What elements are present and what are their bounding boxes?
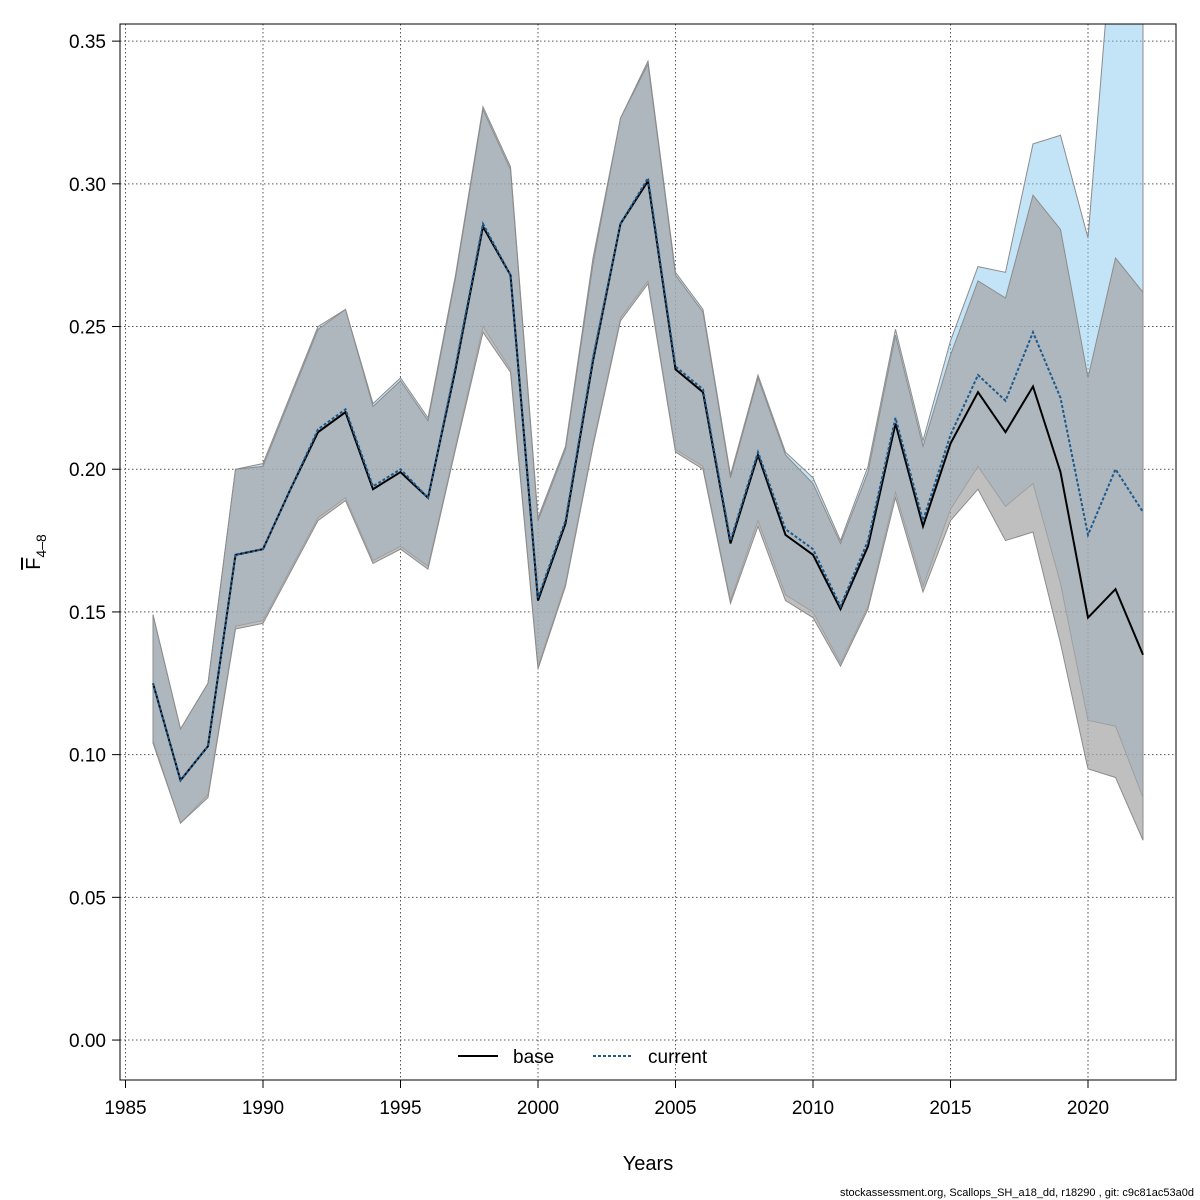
y-axis-title: F4–8: [23, 534, 49, 570]
x-tick-label: 2000: [517, 1098, 559, 1119]
x-axis-title: Years: [623, 1153, 673, 1175]
y-tick-label: 0.00: [69, 1031, 106, 1052]
y-tick-label: 0.30: [69, 175, 106, 196]
svg-text:F4–8: F4–8: [23, 534, 49, 570]
series-lines: [152, 175, 1144, 783]
footer-text: stockassessment.org, Scallops_SH_a18_dd,…: [840, 1187, 1194, 1199]
y-tick-label: 0.25: [69, 318, 106, 339]
x-axis: 1985 1990 1995 2000 2005 2010 2015 2020: [104, 1079, 1109, 1119]
confidence-bands: [152, 24, 1144, 841]
line-current: [152, 175, 1144, 783]
legend-label-base: base: [513, 1047, 554, 1068]
y-tick-label: 0.05: [69, 888, 106, 909]
x-tick-label: 1990: [242, 1098, 284, 1119]
x-tick-label: 2015: [929, 1098, 971, 1119]
y-tick-label: 0.10: [69, 746, 106, 767]
x-tick-label: 2005: [654, 1098, 696, 1119]
y-axis-title-sub: 4–8: [33, 534, 49, 558]
legend-label-current: current: [648, 1047, 708, 1068]
legend: base current: [458, 1047, 708, 1068]
y-axis: 0.00 0.05 0.10 0.15 0.20 0.25 0.30 0.35: [69, 32, 120, 1052]
x-tick-label: 1995: [379, 1098, 421, 1119]
y-axis-title-main: F: [23, 558, 45, 570]
y-tick-label: 0.35: [69, 32, 106, 53]
y-tick-label: 0.20: [69, 460, 106, 481]
x-tick-label: 2020: [1067, 1098, 1109, 1119]
x-tick-label: 2010: [792, 1098, 834, 1119]
y-tick-label: 0.15: [69, 603, 106, 624]
x-tick-label: 1985: [104, 1098, 146, 1119]
